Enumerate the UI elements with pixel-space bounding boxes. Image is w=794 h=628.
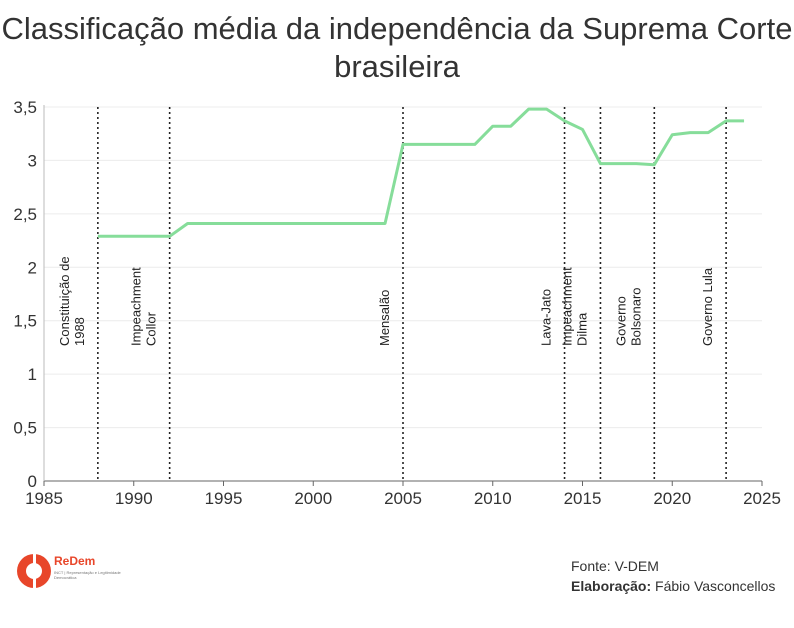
x-tick-label: 2025 bbox=[743, 489, 781, 508]
y-tick-label: 3,5 bbox=[13, 98, 37, 117]
source-block: Fonte: V-DEM Elaboração: Fábio Vasconcel… bbox=[571, 556, 775, 596]
y-tick-label: 0,5 bbox=[13, 419, 37, 438]
data-series bbox=[97, 107, 745, 238]
x-axis: 1985 1990 1995 2000 2005 2010 2015 2020 2025 bbox=[25, 480, 781, 508]
elaboracao-value: Fábio Vasconcellos bbox=[655, 578, 776, 594]
redem-logo-icon bbox=[17, 554, 51, 588]
x-tick-label: 1995 bbox=[205, 489, 243, 508]
elaboracao-label: Elaboração: bbox=[571, 578, 652, 594]
event-label: Mensalão bbox=[377, 290, 392, 346]
event-markers: Constituição de 1988 Impeachment Collor Mens… bbox=[57, 107, 727, 481]
source-fonte: Fonte: V-DEM bbox=[571, 558, 659, 574]
logo-subtitle: INCT | Representação e Legitimidade Demo… bbox=[54, 570, 121, 580]
x-tick-label: 2010 bbox=[474, 489, 512, 508]
x-tick-label: 2020 bbox=[653, 489, 691, 508]
y-tick-label: 2,5 bbox=[13, 205, 37, 224]
x-tick-label: 1990 bbox=[115, 489, 153, 508]
event-label: Governo Lula bbox=[700, 267, 715, 346]
x-tick-label: 2005 bbox=[384, 489, 422, 508]
event-label: Bolsonaro bbox=[628, 287, 643, 346]
event-label: Constituição de bbox=[57, 256, 72, 346]
source-elaboracao: Elaboração: Fábio Vasconcellos bbox=[571, 576, 775, 596]
x-tick-label: 1985 bbox=[25, 489, 63, 508]
y-tick-label: 2 bbox=[28, 258, 37, 277]
series-line bbox=[97, 107, 745, 238]
event-label: Governo bbox=[613, 296, 628, 346]
event-label: Lava-Jato bbox=[539, 289, 554, 346]
chart-title: Classificação média da independência da … bbox=[1, 11, 793, 84]
y-axis: 0 0,5 1 1,5 2 2,5 3 3,5 bbox=[13, 98, 45, 491]
redem-logo: ReDem INCT | Representação e Legitimidad… bbox=[16, 548, 136, 598]
x-tick-label: 2015 bbox=[564, 489, 602, 508]
event-label: Collor bbox=[144, 311, 159, 346]
event-label: Impeachment bbox=[129, 267, 144, 346]
event-label: 1988 bbox=[72, 317, 87, 346]
x-tick-label: 2000 bbox=[294, 489, 332, 508]
event-label: Impeachment bbox=[559, 267, 574, 346]
event-label: Dilma bbox=[574, 312, 589, 346]
y-tick-label: 1,5 bbox=[13, 312, 37, 331]
y-tick-label: 1 bbox=[28, 365, 37, 384]
logo-name: ReDem bbox=[54, 554, 96, 568]
y-tick-label: 0 bbox=[28, 472, 37, 491]
y-tick-label: 3 bbox=[28, 151, 37, 170]
